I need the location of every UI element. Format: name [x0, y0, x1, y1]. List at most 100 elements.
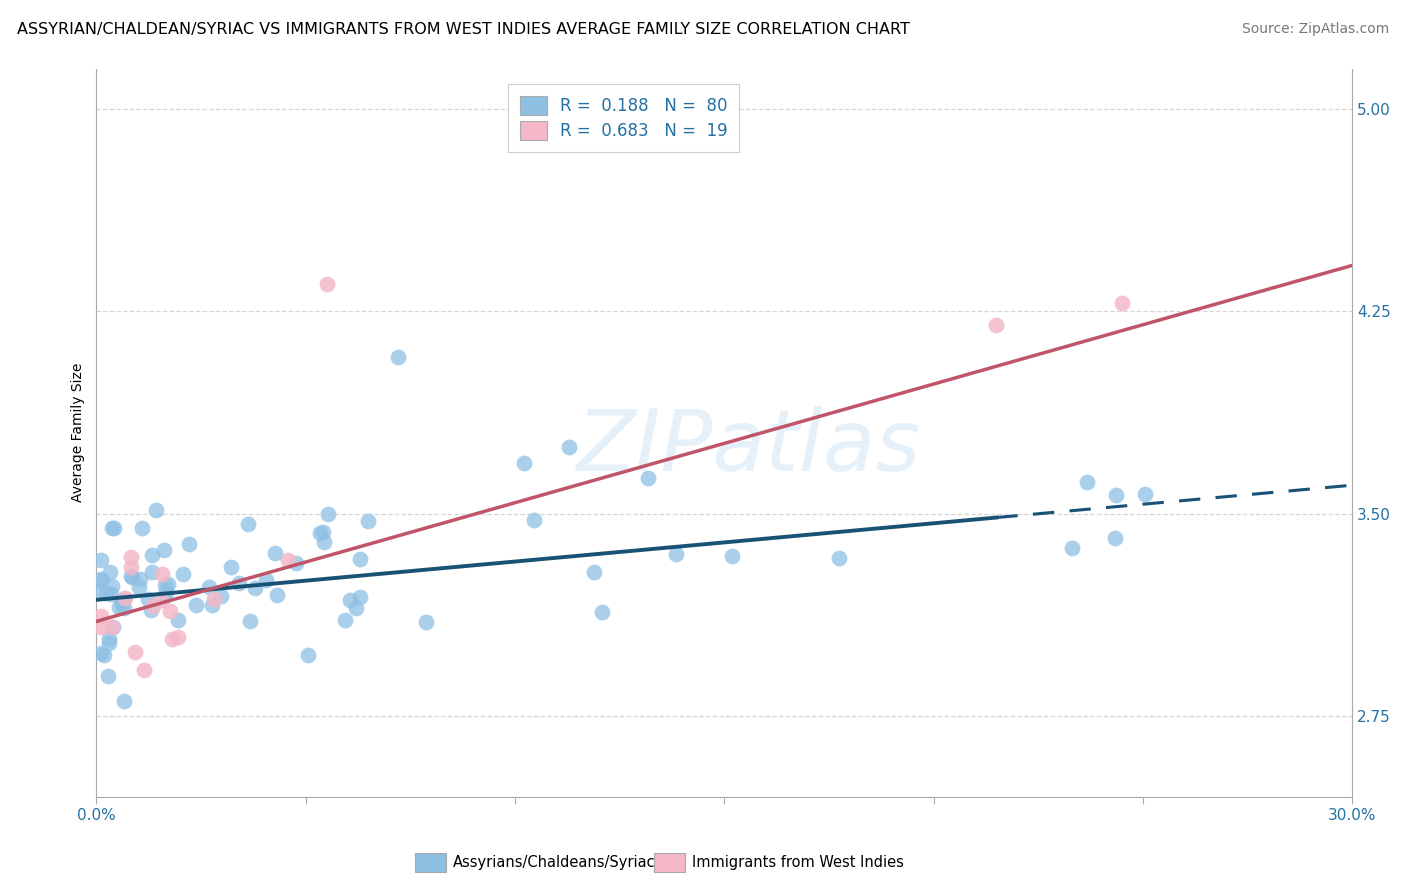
Point — [172, 566, 194, 581]
Point — [264, 546, 287, 560]
Point — [297, 648, 319, 662]
Point — [339, 593, 361, 607]
Point — [333, 613, 356, 627]
Text: ASSYRIAN/CHALDEAN/SYRIAC VS IMMIGRANTS FROM WEST INDIES AVERAGE FAMILY SIZE CORR: ASSYRIAN/CHALDEAN/SYRIAC VS IMMIGRANTS F… — [17, 22, 910, 37]
Point — [986, 318, 1008, 332]
Point — [96, 586, 118, 600]
Point — [228, 575, 250, 590]
Point — [155, 584, 177, 599]
Point — [101, 620, 124, 634]
Point — [349, 590, 371, 604]
Point — [121, 570, 143, 584]
Text: Immigrants from West Indies: Immigrants from West Indies — [692, 855, 904, 870]
Point — [387, 350, 409, 364]
Point — [1111, 296, 1133, 310]
Point — [582, 565, 605, 579]
Point — [349, 552, 371, 566]
Text: ZIPatlas: ZIPatlas — [578, 406, 921, 489]
Point — [98, 632, 121, 647]
Point — [131, 521, 153, 535]
Point — [150, 567, 173, 582]
Point — [112, 694, 135, 708]
Point — [108, 599, 131, 614]
Point — [198, 580, 221, 594]
Point — [415, 615, 437, 630]
Point — [236, 516, 259, 531]
Point — [103, 521, 125, 535]
Point — [114, 591, 136, 606]
Point — [1076, 475, 1098, 489]
Point — [167, 613, 190, 627]
Point — [312, 525, 335, 540]
Point — [357, 514, 380, 528]
Point — [523, 513, 546, 527]
Point — [120, 569, 142, 583]
Point — [142, 599, 165, 614]
Point — [315, 277, 337, 292]
Point — [239, 615, 262, 629]
Point — [153, 589, 176, 603]
Point — [266, 588, 288, 602]
Point — [558, 440, 581, 454]
Point — [132, 663, 155, 677]
Point — [90, 553, 112, 567]
Point — [145, 503, 167, 517]
Point — [93, 648, 115, 662]
Point — [167, 630, 190, 644]
Point — [111, 594, 134, 608]
Point — [1105, 488, 1128, 502]
Point — [90, 646, 112, 660]
Point — [179, 537, 201, 551]
Point — [153, 578, 176, 592]
Point — [90, 572, 112, 586]
Point — [277, 552, 299, 566]
Text: Source: ZipAtlas.com: Source: ZipAtlas.com — [1241, 22, 1389, 37]
Point — [100, 520, 122, 534]
Point — [219, 559, 242, 574]
Point — [201, 599, 224, 613]
Point — [136, 592, 159, 607]
Point — [513, 456, 536, 470]
Legend: R =  0.188   N =  80, R =  0.683   N =  19: R = 0.188 N = 80, R = 0.683 N = 19 — [509, 84, 740, 152]
Point — [128, 580, 150, 594]
Point — [90, 582, 112, 597]
Point — [1104, 531, 1126, 545]
Point — [156, 577, 179, 591]
Point — [184, 598, 207, 612]
Point — [97, 669, 120, 683]
Point — [344, 601, 367, 615]
Point — [141, 548, 163, 562]
Point — [828, 550, 851, 565]
Point — [90, 609, 112, 624]
Point — [153, 542, 176, 557]
Point — [254, 573, 277, 587]
Point — [591, 605, 613, 619]
Point — [120, 549, 142, 564]
Point — [129, 573, 152, 587]
Point — [100, 565, 122, 579]
Point — [665, 547, 688, 561]
Point — [1133, 486, 1156, 500]
Point — [720, 549, 742, 563]
Point — [100, 587, 122, 601]
Point — [141, 566, 163, 580]
Point — [101, 620, 124, 634]
Point — [159, 604, 181, 618]
Point — [124, 644, 146, 658]
Point — [98, 636, 121, 650]
Point — [1062, 541, 1084, 555]
Text: Assyrians/Chaldeans/Syriacs: Assyrians/Chaldeans/Syriacs — [453, 855, 664, 870]
Point — [112, 601, 135, 615]
Point — [120, 560, 142, 574]
Point — [316, 507, 339, 521]
Point — [245, 581, 267, 595]
Point — [314, 534, 336, 549]
Point — [111, 598, 134, 612]
Point — [90, 574, 112, 588]
Point — [637, 471, 659, 485]
Point — [309, 526, 332, 541]
Point — [149, 592, 172, 607]
Y-axis label: Average Family Size: Average Family Size — [72, 363, 86, 502]
Point — [284, 556, 307, 570]
Point — [209, 590, 232, 604]
